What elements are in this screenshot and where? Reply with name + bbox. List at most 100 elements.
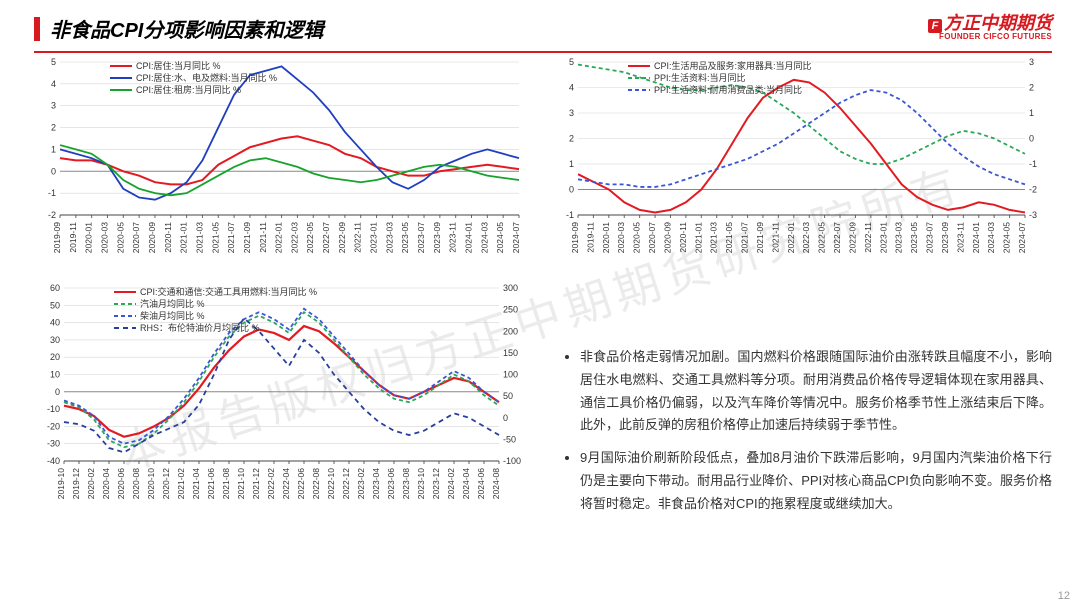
svg-text:2021-06: 2021-06 [206, 468, 216, 499]
svg-text:-100: -100 [503, 456, 521, 466]
svg-text:-3: -3 [1029, 210, 1037, 220]
svg-text:2023-03: 2023-03 [384, 222, 394, 253]
svg-text:-1: -1 [1029, 159, 1037, 169]
svg-text:5: 5 [569, 57, 574, 67]
svg-text:2021-11: 2021-11 [258, 222, 268, 253]
svg-text:2020-11: 2020-11 [678, 222, 688, 253]
svg-text:2021-03: 2021-03 [709, 222, 719, 253]
title-wrap: 非食品CPI分项影响因素和逻辑 [34, 14, 323, 43]
svg-text:2022-07: 2022-07 [832, 222, 842, 253]
svg-text:2024-03: 2024-03 [479, 222, 489, 253]
svg-text:2020-11: 2020-11 [163, 222, 173, 253]
svg-text:2021-01: 2021-01 [693, 222, 703, 253]
svg-text:0: 0 [55, 387, 60, 397]
svg-text:2024-05: 2024-05 [1002, 222, 1012, 253]
svg-text:CPI:生活用品及服务:家用器具:当月同比: CPI:生活用品及服务:家用器具:当月同比 [654, 60, 812, 71]
svg-text:2024-06: 2024-06 [476, 468, 486, 499]
svg-text:-50: -50 [503, 434, 516, 444]
svg-text:2024-02: 2024-02 [446, 468, 456, 499]
svg-text:2020-07: 2020-07 [647, 222, 657, 253]
svg-text:2: 2 [51, 123, 56, 133]
svg-text:2023-09: 2023-09 [940, 222, 950, 253]
svg-text:2023-06: 2023-06 [386, 468, 396, 499]
svg-text:2021-07: 2021-07 [226, 222, 236, 253]
svg-text:-20: -20 [47, 421, 60, 431]
svg-text:2022-10: 2022-10 [326, 468, 336, 499]
svg-text:0: 0 [51, 166, 56, 176]
svg-text:250: 250 [503, 305, 518, 315]
page-number: 12 [1058, 590, 1070, 602]
svg-text:2022-11: 2022-11 [353, 222, 363, 253]
svg-text:2021-12: 2021-12 [251, 468, 261, 499]
svg-text:2024-07: 2024-07 [1017, 222, 1027, 253]
chart-housing-cpi: -2-10123452019-092019-112020-012020-0320… [34, 56, 529, 271]
svg-text:2024-08: 2024-08 [491, 468, 501, 499]
svg-text:10: 10 [50, 370, 60, 380]
svg-text:3: 3 [1029, 57, 1034, 67]
svg-text:2019-10: 2019-10 [56, 468, 66, 499]
svg-text:CPI:交通和通信:交通工具用燃料:当月同比 %: CPI:交通和通信:交通工具用燃料:当月同比 % [140, 286, 317, 297]
title-accent-bar [34, 17, 40, 41]
svg-text:2022-03: 2022-03 [801, 222, 811, 253]
svg-text:50: 50 [503, 391, 513, 401]
svg-text:2022-09: 2022-09 [847, 222, 857, 253]
svg-text:2021-05: 2021-05 [724, 222, 734, 253]
svg-text:3: 3 [569, 108, 574, 118]
svg-text:2024-03: 2024-03 [986, 222, 996, 253]
svg-text:0: 0 [503, 413, 508, 423]
svg-text:2021-08: 2021-08 [221, 468, 231, 499]
svg-text:2020-09: 2020-09 [662, 222, 672, 253]
svg-text:2021-09: 2021-09 [755, 222, 765, 253]
svg-text:20: 20 [50, 352, 60, 362]
svg-text:2023-04: 2023-04 [371, 468, 381, 499]
svg-text:2020-10: 2020-10 [146, 468, 156, 499]
svg-text:1: 1 [1029, 108, 1034, 118]
svg-text:30: 30 [50, 335, 60, 345]
svg-text:2022-01: 2022-01 [786, 222, 796, 253]
page-title: 非食品CPI分项影响因素和逻辑 [50, 14, 323, 43]
svg-text:1: 1 [51, 144, 56, 154]
svg-text:-30: -30 [47, 439, 60, 449]
svg-text:2024-07: 2024-07 [511, 222, 521, 253]
svg-text:柴油月均同比 %: 柴油月均同比 % [140, 310, 205, 321]
svg-text:2022-12: 2022-12 [341, 468, 351, 499]
svg-text:-2: -2 [48, 210, 56, 220]
svg-text:2022-05: 2022-05 [305, 222, 315, 253]
commentary-list: 非食品价格走弱情况加剧。国内燃料价格跟随国际油价由涨转跌且幅度不小，影响居住水电… [562, 346, 1052, 515]
svg-text:RHS：布伦特油价月均同比 %: RHS：布伦特油价月均同比 % [140, 322, 260, 333]
svg-text:PPI:生活资料:当月同比: PPI:生活资料:当月同比 [654, 72, 746, 83]
brand-badge: F [928, 19, 942, 33]
svg-text:50: 50 [50, 300, 60, 310]
svg-text:2024-05: 2024-05 [495, 222, 505, 253]
svg-text:2: 2 [1029, 83, 1034, 93]
svg-text:2023-11: 2023-11 [448, 222, 458, 253]
svg-text:2024-01: 2024-01 [971, 222, 981, 253]
brand-logo-en: FOUNDER CIFCO FUTURES [928, 33, 1052, 41]
chart-fuel-oil: -40-30-20-100102030405060-100-5005010015… [34, 282, 529, 517]
svg-text:2020-03: 2020-03 [99, 222, 109, 253]
svg-text:2024-04: 2024-04 [461, 468, 471, 499]
svg-text:2021-04: 2021-04 [191, 468, 201, 499]
svg-text:200: 200 [503, 326, 518, 336]
svg-text:-1: -1 [566, 210, 574, 220]
svg-text:2020-08: 2020-08 [131, 468, 141, 499]
svg-text:2023-05: 2023-05 [400, 222, 410, 253]
commentary-item: 非食品价格走弱情况加剧。国内燃料价格跟随国际油价由涨转跌且幅度不小，影响居住水电… [580, 346, 1052, 437]
svg-text:2022-01: 2022-01 [274, 222, 284, 253]
svg-text:5: 5 [51, 57, 56, 67]
svg-text:2022-08: 2022-08 [311, 468, 321, 499]
chart-durables-ppi: -1012345-3-2-101232019-092019-112020-012… [554, 56, 1049, 271]
svg-text:2020-02: 2020-02 [86, 468, 96, 499]
svg-text:2023-12: 2023-12 [431, 468, 441, 499]
header-rule [34, 51, 1052, 53]
svg-text:CPI:居住:水、电及燃料:当月同比 %: CPI:居住:水、电及燃料:当月同比 % [136, 72, 277, 83]
svg-text:2019-09: 2019-09 [570, 222, 580, 253]
svg-text:1: 1 [569, 159, 574, 169]
svg-text:2019-11: 2019-11 [68, 222, 78, 253]
svg-text:2021-09: 2021-09 [242, 222, 252, 253]
svg-text:4: 4 [569, 83, 574, 93]
svg-text:汽油月均同比 %: 汽油月均同比 % [140, 298, 205, 309]
svg-text:2021-01: 2021-01 [179, 222, 189, 253]
content-grid: -2-10123452019-092019-112020-012020-0320… [34, 56, 1052, 590]
svg-text:2023-07: 2023-07 [925, 222, 935, 253]
